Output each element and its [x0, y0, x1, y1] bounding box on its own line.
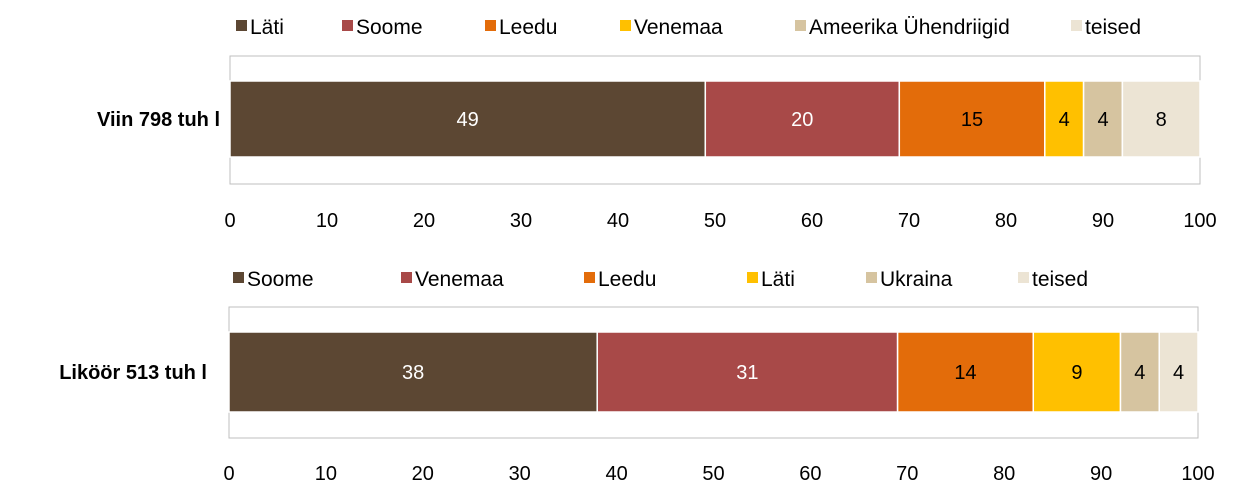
- chart-2: Soome Venemaa Leedu Läti Ukraina teised Liköör…: [59, 268, 1215, 484]
- legend-item: Läti: [236, 16, 284, 39]
- x-tick-label: 90: [1092, 210, 1114, 232]
- bar-segment: [704, 80, 901, 158]
- bar-segment: [1044, 80, 1085, 158]
- legend-item: Leedu: [485, 16, 557, 39]
- legend-item: Venemaa: [620, 16, 723, 39]
- legend-label: Venemaa: [415, 268, 504, 291]
- bar-segment: [229, 80, 707, 158]
- legend-label: Soome: [247, 268, 314, 291]
- data-label: 9: [1071, 362, 1082, 384]
- legend-item: Soome: [342, 16, 423, 39]
- x-tick-label: 70: [898, 210, 920, 232]
- x-tick-label: 60: [799, 463, 821, 484]
- legend-item: teised: [1071, 16, 1141, 39]
- data-label: 4: [1173, 362, 1184, 384]
- legend-swatch: [620, 20, 631, 31]
- x-axis: 0 10 20 30 40 50 60 70 80 90 100: [223, 463, 1214, 484]
- legend-swatch: [485, 20, 496, 31]
- legend-swatch: [584, 272, 595, 283]
- x-tick-label: 90: [1090, 463, 1112, 484]
- data-label: 31: [736, 362, 758, 384]
- legend-label: Ameerika Ühendriigid: [809, 16, 1010, 39]
- x-tick-label: 20: [412, 463, 434, 484]
- legend-swatch: [236, 20, 247, 31]
- x-axis: 0 10 20 30 40 50 60 70 80 90 100: [224, 210, 1216, 232]
- legend-label: teised: [1085, 16, 1141, 39]
- legend-label: Leedu: [499, 16, 557, 39]
- bar-segment: [1032, 331, 1122, 413]
- data-label: 4: [1097, 109, 1108, 131]
- bar-segment: [228, 331, 598, 413]
- legend-swatch: [747, 272, 758, 283]
- legend-item: Venemaa: [401, 268, 504, 291]
- legend-label: Leedu: [598, 268, 656, 291]
- legend-swatch: [866, 272, 877, 283]
- data-label: 4: [1134, 362, 1145, 384]
- legend-label: Soome: [356, 16, 423, 39]
- legend-item: Soome: [233, 268, 314, 291]
- legend: Läti Soome Leedu Venemaa Ameerika Ühendriigi…: [236, 16, 1141, 39]
- data-label: 20: [791, 109, 813, 131]
- legend-item: Ukraina: [866, 268, 953, 291]
- legend-swatch: [342, 20, 353, 31]
- legend-label: teised: [1032, 268, 1088, 291]
- x-tick-label: 20: [413, 210, 435, 232]
- legend-item: Ameerika Ühendriigid: [795, 16, 1010, 39]
- data-label: 14: [954, 362, 976, 384]
- x-tick-label: 0: [224, 210, 235, 232]
- x-tick-label: 100: [1181, 463, 1214, 484]
- legend: Soome Venemaa Leedu Läti Ukraina teised: [233, 268, 1088, 291]
- x-tick-label: 100: [1183, 210, 1216, 232]
- x-tick-label: 10: [315, 463, 337, 484]
- data-label: 38: [402, 362, 424, 384]
- x-tick-label: 30: [510, 210, 532, 232]
- legend-item: Läti: [747, 268, 795, 291]
- x-tick-label: 70: [896, 463, 918, 484]
- chart-1: Läti Soome Leedu Venemaa Ameerika Ühendriigi…: [97, 16, 1217, 232]
- x-tick-label: 40: [605, 463, 627, 484]
- legend-label: Läti: [250, 16, 284, 39]
- legend-swatch: [1071, 20, 1082, 31]
- bar-segment: [1082, 80, 1124, 158]
- data-label: 15: [961, 109, 983, 131]
- category-label: Viin 798 tuh l: [97, 109, 220, 131]
- x-tick-label: 10: [316, 210, 338, 232]
- data-label: 8: [1156, 109, 1167, 131]
- legend-item: teised: [1018, 268, 1088, 291]
- x-tick-label: 50: [702, 463, 724, 484]
- x-tick-label: 50: [704, 210, 726, 232]
- legend-swatch: [1018, 272, 1029, 283]
- legend-label: Läti: [761, 268, 795, 291]
- x-tick-label: 80: [993, 463, 1015, 484]
- bar-segment: [1158, 331, 1199, 413]
- legend-swatch: [795, 20, 806, 31]
- data-label: 49: [457, 109, 479, 131]
- bar-segment: [1121, 80, 1201, 158]
- legend-swatch: [233, 272, 244, 283]
- x-tick-label: 80: [995, 210, 1017, 232]
- data-label: 4: [1059, 109, 1070, 131]
- x-tick-label: 30: [509, 463, 531, 484]
- legend-label: Ukraina: [880, 268, 953, 291]
- legend-item: Leedu: [584, 268, 656, 291]
- legend-label: Venemaa: [634, 16, 723, 39]
- x-tick-label: 0: [223, 463, 234, 484]
- category-label: Liköör 513 tuh l: [59, 362, 207, 384]
- legend-swatch: [401, 272, 412, 283]
- x-tick-label: 60: [801, 210, 823, 232]
- x-tick-label: 40: [607, 210, 629, 232]
